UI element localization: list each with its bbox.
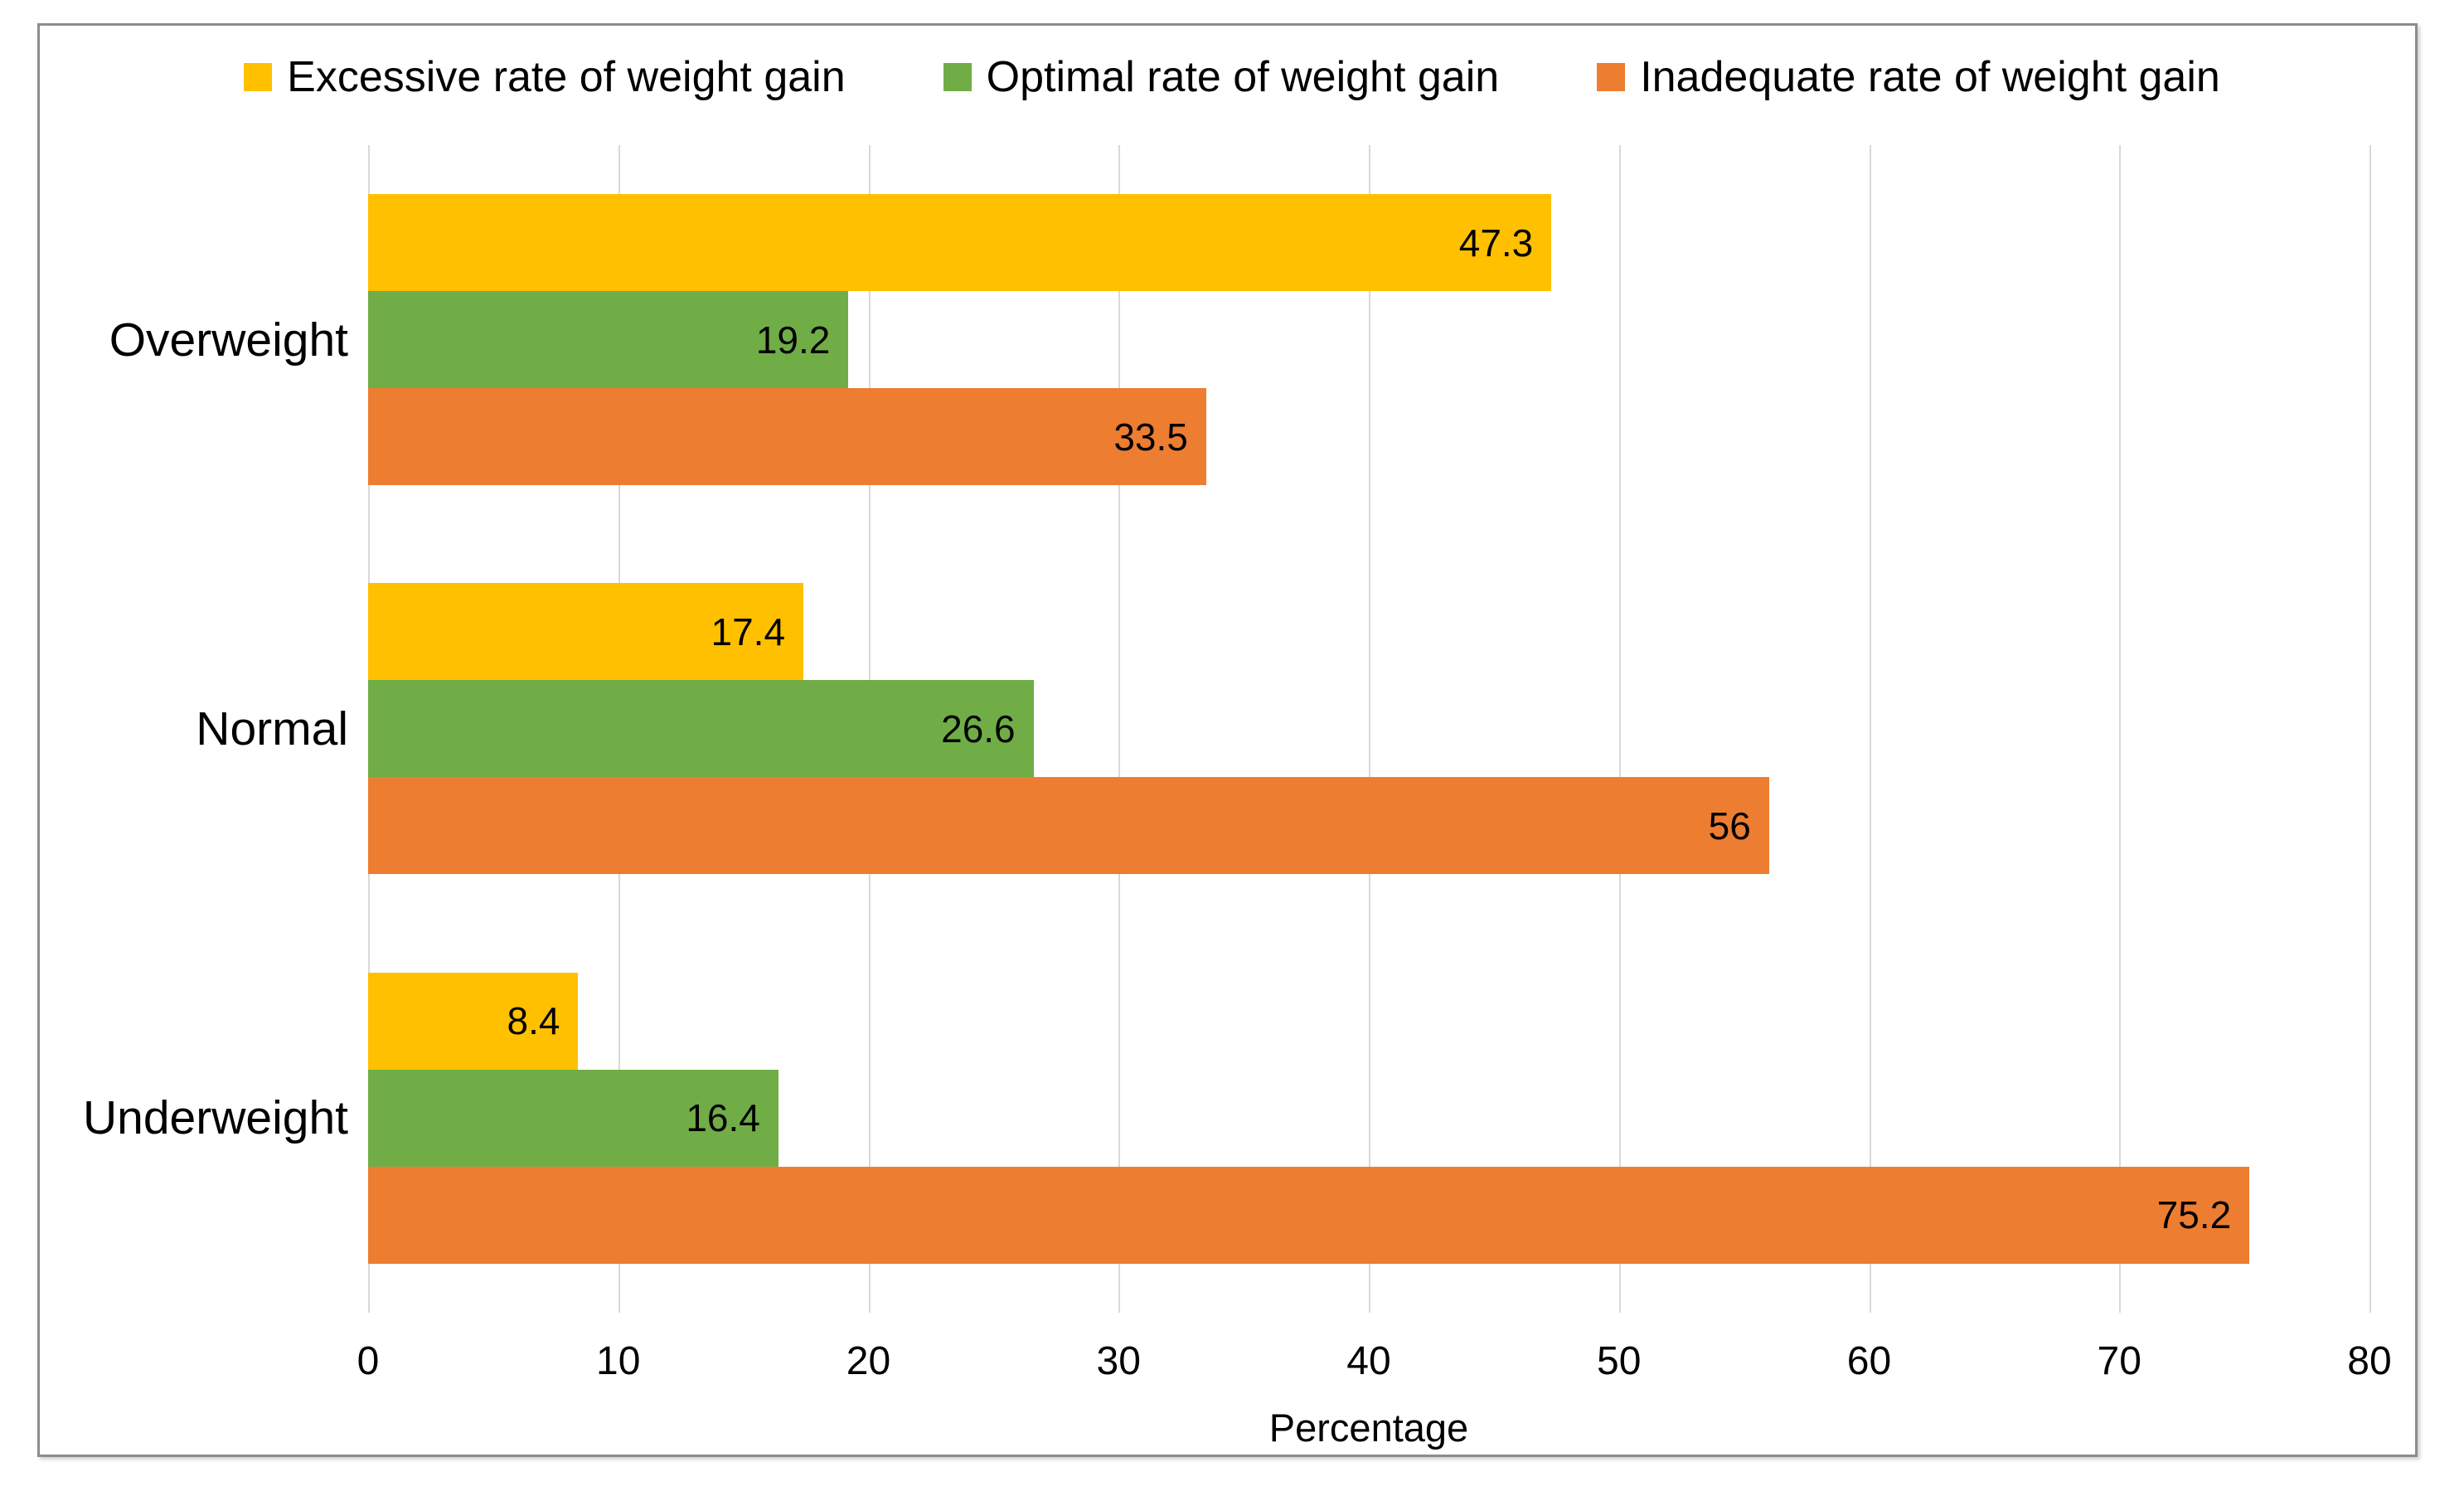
bar: 47.3: [368, 194, 1552, 292]
x-tick-label: 40: [1346, 1339, 1391, 1383]
x-tick-label: 10: [596, 1339, 641, 1383]
gridline: [1869, 145, 1871, 1313]
bar: 8.4: [368, 972, 579, 1070]
x-tick-label: 20: [846, 1339, 891, 1383]
bar-value-label: 47.3: [1458, 221, 1534, 265]
bar-value-label: 75.2: [2156, 1193, 2232, 1237]
x-tick-label: 70: [2097, 1339, 2141, 1383]
x-tick-label: 0: [357, 1339, 380, 1383]
gridline: [1618, 145, 1621, 1313]
bar-value-label: 19.2: [755, 318, 831, 362]
bar: 26.6: [368, 680, 1034, 778]
legend-label: Inadequate rate of weight gain: [1640, 53, 2220, 101]
chart-legend: Excessive rate of weight gain Optimal rat…: [99, 48, 2365, 106]
legend-item: Excessive rate of weight gain: [244, 52, 846, 102]
gridline: [2119, 145, 2122, 1313]
bar: 56: [368, 777, 1769, 875]
legend-item: Inadequate rate of weight gain: [1597, 52, 2220, 102]
gridline: [1369, 145, 1370, 1313]
legend-item: Optimal rate of weight gain: [943, 52, 1500, 102]
x-tick-label: 50: [1597, 1339, 1642, 1383]
category-label: Overweight: [109, 313, 348, 367]
plot-area: 47.3 19.2 33.5 17.4 26.6 56 8.4 16.4 75.2: [368, 145, 2371, 1313]
chart-frame: [37, 23, 2418, 1457]
bar-value-label: 17.4: [711, 610, 786, 653]
x-tick-label: 60: [1846, 1339, 1892, 1383]
bar-value-label: 8.4: [507, 999, 560, 1043]
bar: 16.4: [368, 1069, 778, 1167]
legend-label: Optimal rate of weight gain: [986, 53, 1500, 101]
bar-group: 8.4 16.4 75.2: [368, 924, 2369, 1313]
bar-value-label: 56: [1708, 804, 1751, 848]
bar-group: 47.3 19.2 33.5: [368, 145, 2369, 534]
bar-group: 17.4 26.6 56: [368, 534, 2369, 923]
legend-label: Excessive rate of weight gain: [287, 53, 846, 101]
bar: 33.5: [368, 388, 1206, 486]
bar-value-label: 26.6: [941, 707, 1016, 750]
legend-swatch-icon: [1597, 63, 1626, 91]
legend-swatch-icon: [244, 63, 273, 91]
gridline: [2369, 145, 2371, 1313]
bar-value-label: 33.5: [1113, 415, 1188, 459]
category-label: Normal: [196, 702, 348, 755]
x-tick-label: 30: [1096, 1339, 1141, 1383]
category-label: Underweight: [82, 1091, 348, 1145]
bar: 17.4: [368, 583, 804, 681]
gridline: [1118, 145, 1121, 1313]
x-tick-label: 80: [2347, 1339, 2392, 1383]
bar: 19.2: [368, 291, 849, 389]
bar: 75.2: [368, 1166, 2250, 1264]
x-axis-title: Percentage: [1268, 1406, 1469, 1450]
bar-value-label: 16.4: [686, 1096, 760, 1140]
legend-swatch-icon: [943, 63, 972, 91]
